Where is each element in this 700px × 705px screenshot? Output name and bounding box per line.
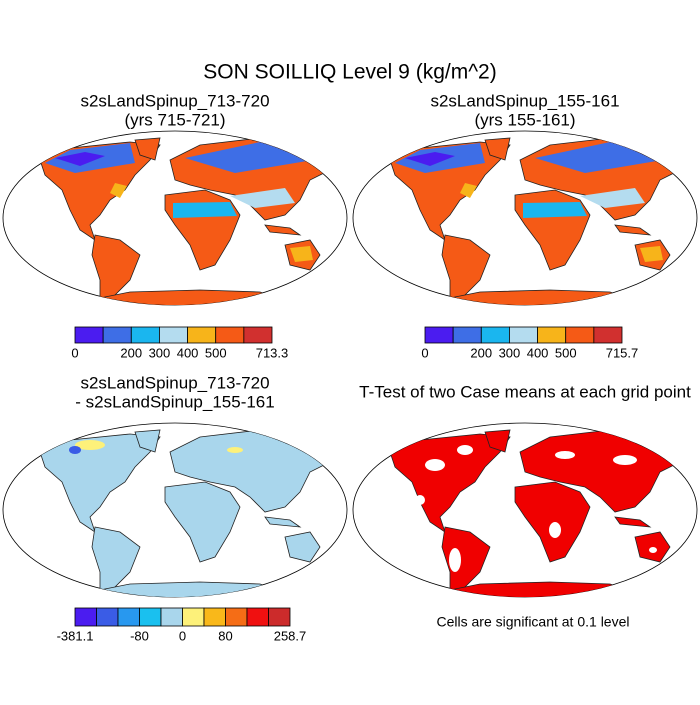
- panel-title: s2sLandSpinup_713-720: [80, 373, 269, 392]
- colorbar-box: [182, 607, 205, 627]
- colorbar-label: 200: [470, 345, 492, 360]
- panel-title: - s2sLandSpinup_155-161: [75, 392, 274, 411]
- colorbar-box: [509, 326, 538, 344]
- panel-title: (yrs 715-721): [124, 110, 225, 129]
- panel-title: T-Test of two Case means at each grid po…: [359, 382, 691, 401]
- colorbar-label: 300: [149, 345, 171, 360]
- colorbar-box: [480, 326, 510, 344]
- colorbar-label: -381.1: [57, 628, 94, 643]
- colorbar-box: [203, 607, 226, 627]
- colorbar-label: -80: [130, 628, 149, 643]
- colorbar-label: 400: [527, 345, 549, 360]
- colorbar-box: [96, 607, 119, 627]
- colorbar-label: 500: [555, 345, 577, 360]
- map-panel: [2, 130, 348, 306]
- map-panel: [352, 130, 698, 306]
- colorbar-box: [246, 607, 269, 627]
- colorbar-box: [160, 607, 183, 627]
- colorbar-box: [139, 607, 162, 627]
- panel-title: s2sLandSpinup_713-720: [80, 91, 269, 110]
- figure-title: SON SOILLIQ Level 9 (kg/m^2): [203, 61, 496, 84]
- map-panel: [352, 422, 698, 598]
- colorbar-label: 0: [179, 628, 186, 643]
- colorbar-label: 200: [120, 345, 142, 360]
- colorbar-box: [593, 326, 623, 344]
- colorbar-box: [215, 326, 245, 344]
- colorbar-box: [268, 607, 291, 627]
- colorbar-label: 0: [71, 345, 78, 360]
- colorbar-label: 300: [499, 345, 521, 360]
- colorbar-label: 500: [205, 345, 227, 360]
- colorbar-box: [452, 326, 482, 344]
- colorbar-box: [102, 326, 132, 344]
- colorbar-label: 400: [177, 345, 199, 360]
- colorbar-box: [565, 326, 595, 344]
- panel-title: (yrs 155-161): [474, 110, 575, 129]
- colorbar-box: [130, 326, 160, 344]
- colorbar-box: [74, 607, 97, 627]
- colorbar-box: [243, 326, 273, 344]
- colorbar-box: [159, 326, 188, 344]
- map-panel: [2, 422, 348, 598]
- colorbar-label: 0: [421, 345, 428, 360]
- colorbar-box: [424, 326, 454, 344]
- colorbar-box: [225, 607, 248, 627]
- panel-title: s2sLandSpinup_155-161: [430, 91, 619, 110]
- colorbar-box: [117, 607, 140, 627]
- colorbar-label: 713.3: [256, 345, 289, 360]
- colorbar-label: 258.7: [274, 628, 307, 643]
- note: Cells are significant at 0.1 level: [437, 614, 630, 630]
- colorbar-label: 715.7: [606, 345, 639, 360]
- colorbar-box: [74, 326, 104, 344]
- colorbar-label: 80: [218, 628, 232, 643]
- colorbar-box: [537, 326, 567, 344]
- colorbar-box: [187, 326, 217, 344]
